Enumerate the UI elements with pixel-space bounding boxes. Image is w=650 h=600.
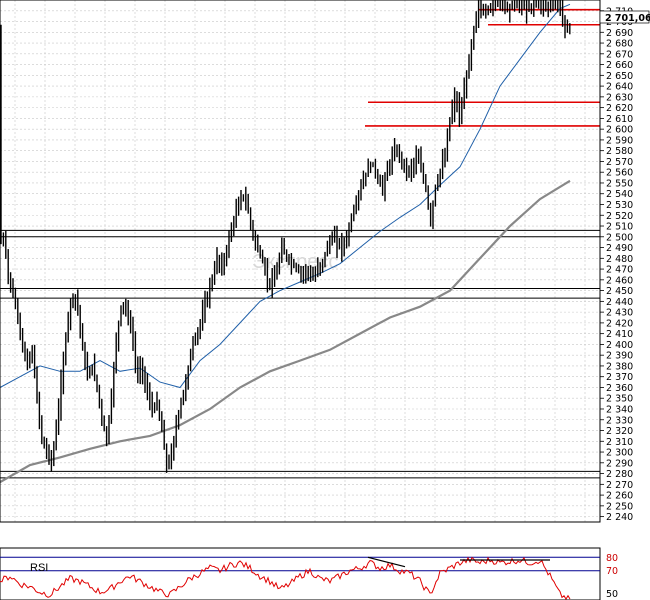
price-tick-label-12: 2 360 bbox=[606, 383, 633, 394]
price-tick-label-39: 2 630 bbox=[606, 92, 633, 103]
price-tick-label-14: 2 380 bbox=[606, 361, 633, 372]
price-tick-label-20: 2 440 bbox=[606, 297, 633, 308]
price-tick-label-7: 2 310 bbox=[606, 437, 633, 448]
price-tick-label-17: 2 410 bbox=[606, 329, 633, 340]
price-tick-label-27: 2 510 bbox=[606, 222, 633, 233]
rsi-tick-label-2: 50 bbox=[606, 589, 618, 600]
price-tick-label-8: 2 320 bbox=[606, 426, 633, 437]
price-tick-label-31: 2 550 bbox=[606, 178, 633, 189]
price-tick-label-36: 2 600 bbox=[606, 125, 633, 136]
price-tick-label-9: 2 330 bbox=[606, 415, 633, 426]
price-tick-label-3: 2 270 bbox=[606, 480, 633, 491]
price-plot-frame bbox=[0, 0, 601, 523]
price-tick-label-23: 2 470 bbox=[606, 265, 633, 276]
rsi-line bbox=[0, 556, 571, 600]
price-tick-label-24: 2 480 bbox=[606, 254, 633, 265]
rsi-label: RSI bbox=[30, 562, 48, 574]
rsi-trendline-0 bbox=[367, 556, 406, 568]
price-tick-label-21: 2 450 bbox=[606, 286, 633, 297]
last-price-box bbox=[599, 10, 650, 24]
price-tick-label-32: 2 560 bbox=[606, 168, 633, 179]
watermark-text: Экспресс bbox=[252, 251, 338, 273]
price-tick-label-19: 2 430 bbox=[606, 308, 633, 319]
price-tick-label-30: 2 540 bbox=[606, 189, 633, 200]
moving-averages bbox=[0, 3, 571, 484]
price-tick-label-10: 2 340 bbox=[606, 404, 633, 415]
price-tick-label-26: 2 500 bbox=[606, 232, 633, 243]
price-tick-label-33: 2 570 bbox=[606, 157, 633, 168]
moving-average-short bbox=[0, 3, 571, 389]
price-tick-label-28: 2 520 bbox=[606, 211, 633, 222]
price-tick-label-25: 2 490 bbox=[606, 243, 633, 254]
support-resistance-levels bbox=[0, 8, 600, 479]
price-tick-label-29: 2 530 bbox=[606, 200, 633, 211]
price-bars bbox=[0, 0, 571, 473]
price-tick-label-13: 2 370 bbox=[606, 372, 633, 383]
last-price-marker: 2 701,06 bbox=[599, 10, 650, 24]
price-tick-label-5: 2 290 bbox=[606, 458, 633, 469]
price-tick-label-35: 2 590 bbox=[606, 135, 633, 146]
price-tick-label-34: 2 580 bbox=[606, 146, 633, 157]
price-tick-label-16: 2 400 bbox=[606, 340, 633, 351]
price-tick-label-37: 2 610 bbox=[606, 114, 633, 125]
rsi-panel: 80 70 50 bbox=[0, 553, 618, 600]
moving-average-long bbox=[0, 179, 571, 484]
rsi-tick-label-0: 80 bbox=[606, 553, 618, 564]
price-tick-label-40: 2 640 bbox=[606, 82, 633, 93]
price-tick-label-44: 2 680 bbox=[606, 39, 633, 50]
price-tick-label-1: 2 250 bbox=[606, 501, 633, 512]
price-tick-label-2: 2 260 bbox=[606, 491, 633, 502]
price-tick-label-38: 2 620 bbox=[606, 103, 633, 114]
price-tick-label-18: 2 420 bbox=[606, 318, 633, 329]
price-tick-label-22: 2 460 bbox=[606, 275, 633, 286]
price-tick-label-6: 2 300 bbox=[606, 448, 633, 459]
price-tick-label-15: 2 390 bbox=[606, 351, 633, 362]
price-tick-label-41: 2 650 bbox=[606, 71, 633, 82]
price-tick-label-43: 2 670 bbox=[606, 49, 633, 60]
last-price-label: 2 701,06 bbox=[605, 13, 650, 24]
price-tick-label-4: 2 280 bbox=[606, 469, 633, 480]
price-tick-label-45: 2 690 bbox=[606, 28, 633, 39]
rsi-tick-label-1: 70 bbox=[606, 566, 618, 577]
price-tick-label-11: 2 350 bbox=[606, 394, 633, 405]
price-tick-label-42: 2 660 bbox=[606, 60, 633, 71]
price-tick-label-0: 2 240 bbox=[606, 512, 633, 523]
